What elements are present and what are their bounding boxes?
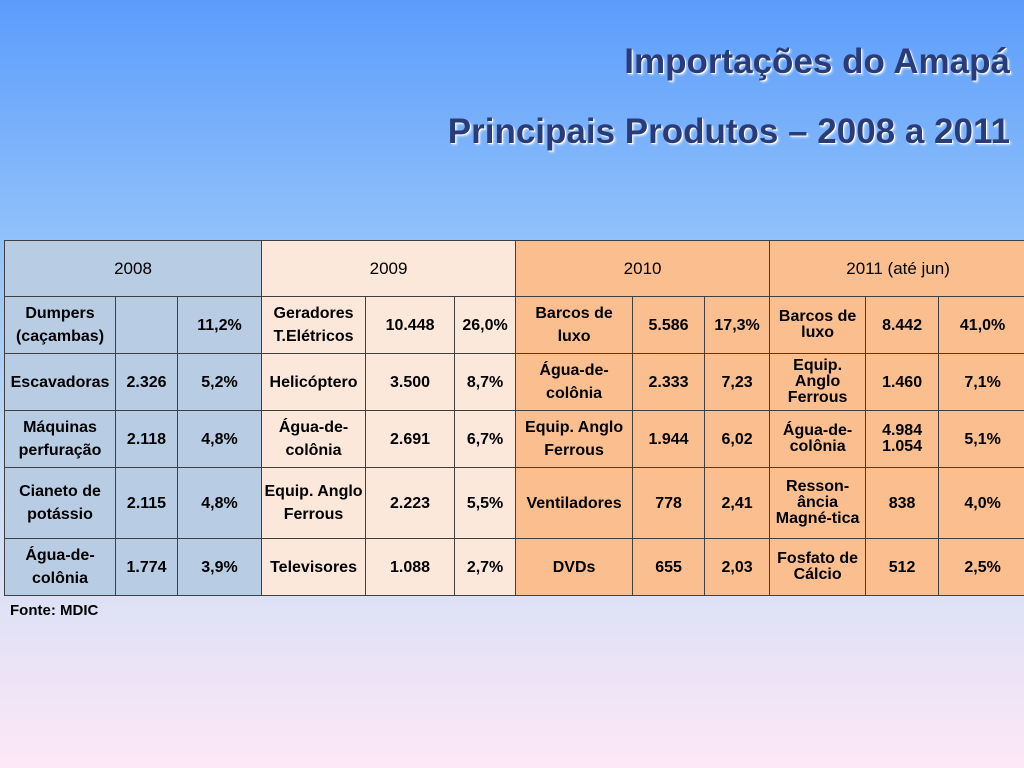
value-cell: 778 <box>632 467 706 539</box>
percent-cell: 4,8% <box>176 410 263 468</box>
percent-cell: 11,2% <box>176 296 263 354</box>
table-row: Dumpers (caçambas) 11,2% Geradores T.Elé… <box>4 296 1024 354</box>
product-cell: Geradores T.Elétricos <box>261 296 367 354</box>
table-row: Máquinas perfuração 2.118 4,8% Água-de-c… <box>4 410 1024 468</box>
value-cell: 5.586 <box>632 296 706 354</box>
year-header-2008: 2008 <box>3 240 263 297</box>
product-cell: DVDs <box>515 538 634 596</box>
year-header-2010: 2010 <box>515 240 771 297</box>
percent-cell: 5,5% <box>454 467 517 539</box>
slide-title: Importações do Amapá <box>624 42 1010 81</box>
value-cell: 8.442 <box>865 296 940 354</box>
value-cell: 838 <box>865 467 940 539</box>
percent-cell: 5,2% <box>176 353 263 411</box>
value-cell: 2.326 <box>115 353 178 411</box>
percent-cell: 7,23 <box>704 353 771 411</box>
product-cell: Escavadoras <box>4 353 116 411</box>
value-cell: 10.448 <box>365 296 456 354</box>
product-cell: Helicóptero <box>261 353 367 411</box>
product-cell: Equip. Anglo Ferrous <box>769 353 867 411</box>
value-cell: 2.691 <box>365 410 456 468</box>
value-cell: 1.088 <box>365 538 456 596</box>
imports-table: 2008 2009 2010 2011 (até jun) Dumpers (c… <box>3 240 1024 596</box>
percent-cell: 4,8% <box>176 467 263 539</box>
value-cell <box>115 296 178 354</box>
product-cell: Resson-ância Magné-tica <box>769 467 867 539</box>
value-cell: 1.944 <box>632 410 706 468</box>
value-cell: 2.118 <box>115 410 178 468</box>
table-row: Cianeto de potássio 2.115 4,8% Equip. An… <box>4 467 1024 539</box>
percent-cell: 4,0% <box>938 467 1024 539</box>
percent-cell: 2,41 <box>704 467 771 539</box>
percent-cell: 3,9% <box>176 538 263 596</box>
year-header-2009: 2009 <box>261 240 517 297</box>
source-note: Fonte: MDIC <box>10 602 99 619</box>
table-row: Água-de-colônia 1.774 3,9% Televisores 1… <box>4 538 1024 596</box>
percent-cell: 5,1% <box>938 410 1024 468</box>
product-cell: Cianeto de potássio <box>4 467 116 539</box>
product-cell: Barcos de luxo <box>515 296 634 354</box>
product-cell: Dumpers (caçambas) <box>4 296 116 354</box>
product-cell: Barcos de luxo <box>769 296 867 354</box>
percent-cell: 2,03 <box>704 538 771 596</box>
value-cell: 3.500 <box>365 353 456 411</box>
value-cell: 2.223 <box>365 467 456 539</box>
product-cell: Televisores <box>261 538 367 596</box>
value-cell: 4.984 1.054 <box>865 410 940 468</box>
percent-cell: 41,0% <box>938 296 1024 354</box>
value-cell: 2.115 <box>115 467 178 539</box>
product-cell: Fosfato de Cálcio <box>769 538 867 596</box>
percent-cell: 2,5% <box>938 538 1024 596</box>
value-cell: 512 <box>865 538 940 596</box>
product-cell: Equip. Anglo Ferrous <box>515 410 634 468</box>
percent-cell: 6,7% <box>454 410 517 468</box>
product-cell: Água-de-colônia <box>4 538 116 596</box>
year-header-2011: 2011 (até jun) <box>769 240 1024 297</box>
product-cell: Equip. Anglo Ferrous <box>261 467 367 539</box>
value-cell: 1.460 <box>865 353 940 411</box>
table-row: Escavadoras 2.326 5,2% Helicóptero 3.500… <box>4 353 1024 411</box>
value-cell: 655 <box>632 538 706 596</box>
slide-subtitle: Principais Produtos – 2008 a 2011 <box>447 112 1010 151</box>
value-cell: 1.774 <box>115 538 178 596</box>
percent-cell: 8,7% <box>454 353 517 411</box>
percent-cell: 26,0% <box>454 296 517 354</box>
product-cell: Água-de-colônia <box>769 410 867 468</box>
product-cell: Água-de-colônia <box>515 353 634 411</box>
year-header-row: 2008 2009 2010 2011 (até jun) <box>3 240 1024 297</box>
percent-cell: 6,02 <box>704 410 771 468</box>
percent-cell: 7,1% <box>938 353 1024 411</box>
percent-cell: 17,3% <box>704 296 771 354</box>
product-cell: Água-de-colônia <box>261 410 367 468</box>
product-cell: Máquinas perfuração <box>4 410 116 468</box>
percent-cell: 2,7% <box>454 538 517 596</box>
product-cell: Ventiladores <box>515 467 634 539</box>
value-cell: 2.333 <box>632 353 706 411</box>
